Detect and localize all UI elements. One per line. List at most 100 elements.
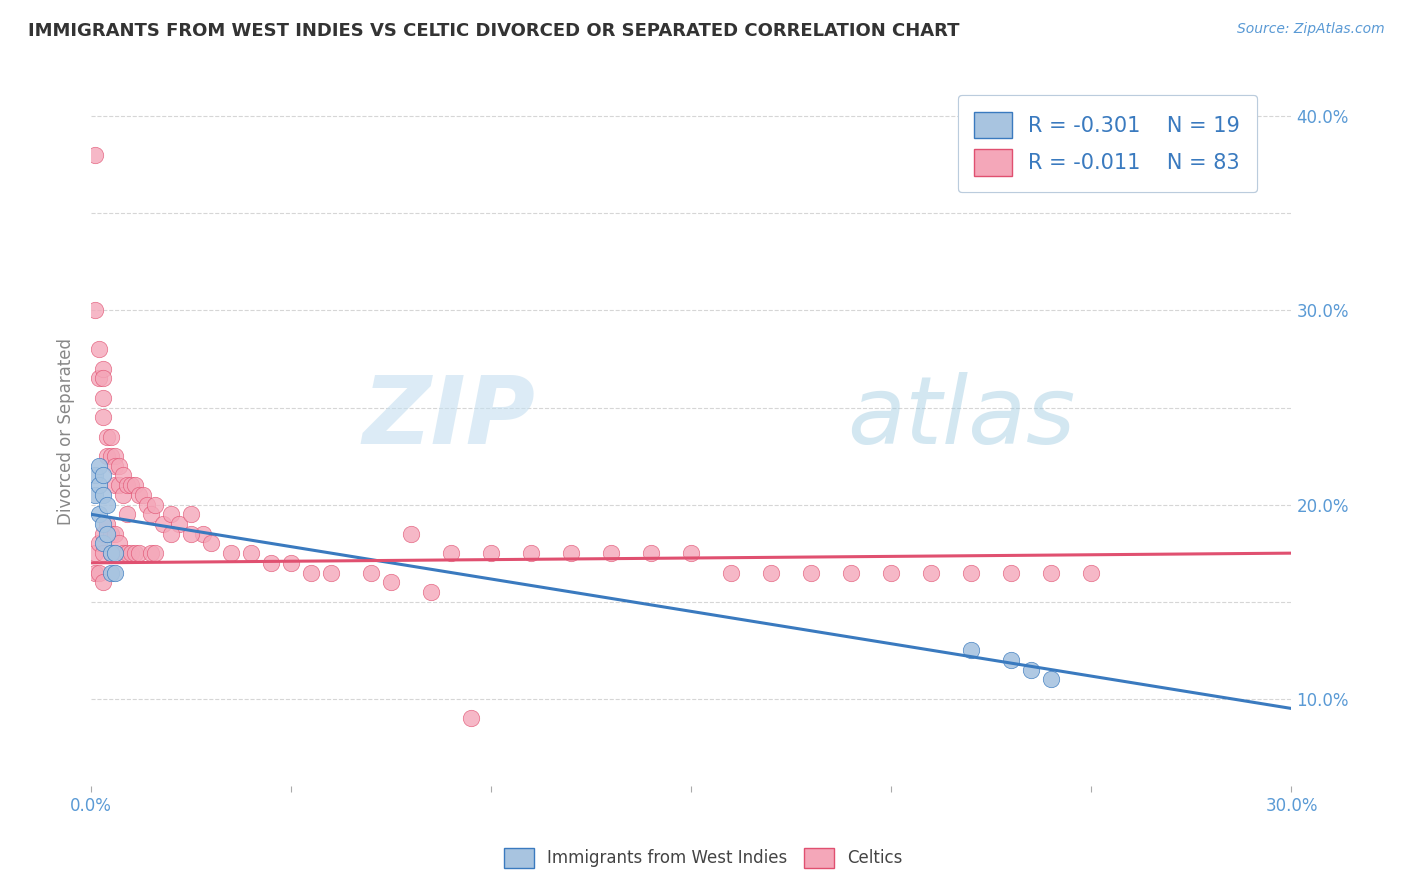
Point: [84, 566, 107, 580]
Point: [160, 508, 183, 522]
Point: [100, 449, 122, 463]
Point: [100, 430, 122, 444]
Point: [104, 546, 127, 560]
Point: [120, 478, 142, 492]
Y-axis label: Divorced or Separated: Divorced or Separated: [58, 338, 75, 525]
Point: [91, 391, 114, 405]
Point: [84, 546, 107, 560]
Point: [96, 449, 118, 463]
Point: [124, 478, 146, 492]
Point: [91, 488, 114, 502]
Point: [299, 566, 322, 580]
Point: [193, 526, 215, 541]
Point: [1080, 566, 1102, 580]
Point: [124, 546, 146, 560]
Point: [180, 508, 202, 522]
Point: [160, 526, 183, 541]
Point: [960, 566, 983, 580]
Point: [260, 556, 283, 570]
Point: [89, 371, 111, 385]
Point: [91, 546, 114, 560]
Point: [240, 546, 263, 560]
Point: [96, 498, 118, 512]
Point: [84, 148, 107, 162]
Point: [520, 546, 543, 560]
Point: [180, 526, 202, 541]
Point: [115, 478, 138, 492]
Text: atlas: atlas: [848, 372, 1076, 463]
Point: [399, 526, 422, 541]
Point: [1000, 566, 1022, 580]
Point: [104, 478, 127, 492]
Point: [440, 546, 463, 560]
Point: [460, 711, 482, 725]
Point: [143, 546, 166, 560]
Point: [681, 546, 703, 560]
Point: [96, 430, 118, 444]
Point: [84, 303, 107, 318]
Point: [91, 410, 114, 425]
Point: [420, 585, 443, 599]
Point: [841, 566, 863, 580]
Text: IMMIGRANTS FROM WEST INDIES VS CELTIC DIVORCED OR SEPARATED CORRELATION CHART: IMMIGRANTS FROM WEST INDIES VS CELTIC DI…: [28, 22, 960, 40]
Point: [136, 498, 159, 512]
Point: [104, 458, 127, 473]
Point: [91, 516, 114, 531]
Point: [720, 566, 742, 580]
Point: [380, 575, 402, 590]
Point: [91, 526, 114, 541]
Point: [91, 575, 114, 590]
Point: [152, 516, 174, 531]
Point: [280, 556, 302, 570]
Point: [600, 546, 623, 560]
Point: [112, 546, 135, 560]
Point: [108, 478, 131, 492]
Point: [112, 468, 135, 483]
Point: [880, 566, 903, 580]
Point: [128, 488, 150, 502]
Point: [91, 361, 114, 376]
Point: [132, 488, 155, 502]
Point: [1040, 673, 1063, 687]
Point: [108, 536, 131, 550]
Point: [112, 488, 135, 502]
Point: [91, 536, 114, 550]
Point: [89, 566, 111, 580]
Point: [761, 566, 783, 580]
Point: [128, 546, 150, 560]
Point: [800, 566, 823, 580]
Point: [1040, 566, 1063, 580]
Legend: R = -0.301    N = 19, R = -0.011    N = 83: R = -0.301 N = 19, R = -0.011 N = 83: [957, 95, 1257, 193]
Point: [89, 458, 111, 473]
Point: [1000, 653, 1022, 667]
Point: [100, 526, 122, 541]
Point: [104, 566, 127, 580]
Point: [115, 508, 138, 522]
Point: [108, 458, 131, 473]
Point: [219, 546, 242, 560]
Point: [89, 508, 111, 522]
Point: [1021, 663, 1043, 677]
Point: [560, 546, 582, 560]
Point: [360, 566, 382, 580]
Point: [84, 488, 107, 502]
Point: [100, 566, 122, 580]
Point: [91, 371, 114, 385]
Point: [96, 516, 118, 531]
Point: [141, 508, 163, 522]
Point: [89, 536, 111, 550]
Point: [104, 526, 127, 541]
Point: [100, 546, 122, 560]
Point: [640, 546, 662, 560]
Point: [84, 468, 107, 483]
Point: [104, 449, 127, 463]
Point: [479, 546, 502, 560]
Point: [120, 546, 142, 560]
Point: [167, 516, 190, 531]
Point: [91, 468, 114, 483]
Point: [89, 478, 111, 492]
Text: Source: ZipAtlas.com: Source: ZipAtlas.com: [1237, 22, 1385, 37]
Point: [141, 546, 163, 560]
Point: [96, 526, 118, 541]
Legend: Immigrants from West Indies, Celtics: Immigrants from West Indies, Celtics: [496, 841, 910, 875]
